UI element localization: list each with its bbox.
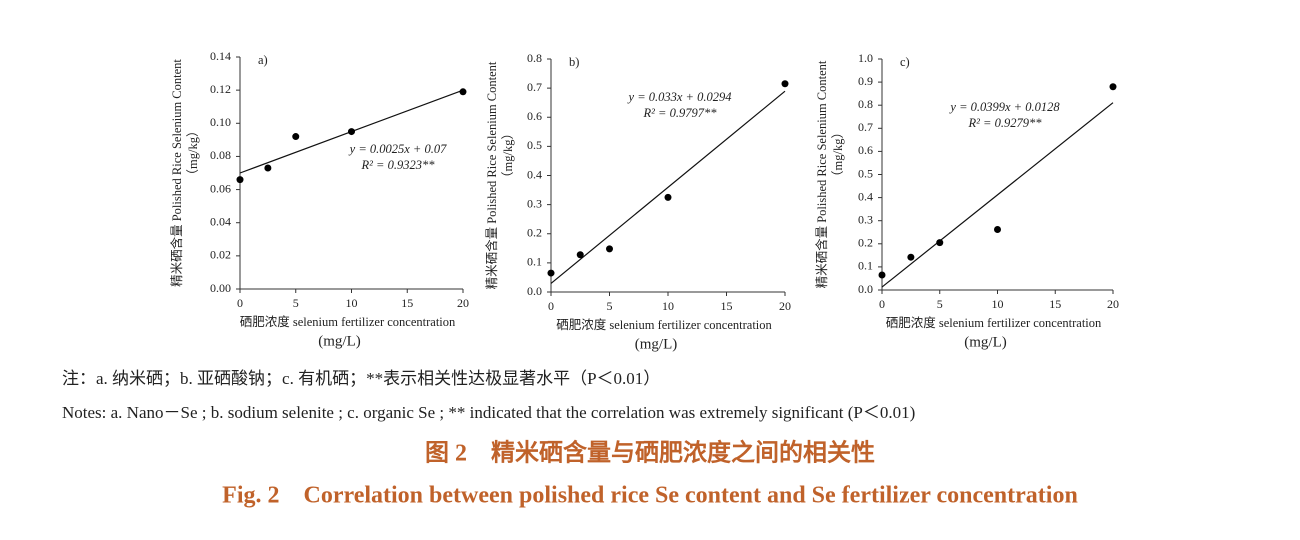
x-axis-unit: (mg/L) xyxy=(318,333,361,349)
y-tick-label: 0.0 xyxy=(527,284,542,298)
y-axis-label: 精米硒含量 Polished Rice Selenium Content xyxy=(484,61,499,289)
trendline xyxy=(550,90,786,284)
y-tick-label: 0.8 xyxy=(527,51,542,65)
equation: y = 0.0399x + 0.0128 xyxy=(948,100,1060,114)
y-tick-label: 0.02 xyxy=(210,248,231,262)
equation: R² = 0.9797** xyxy=(643,106,718,120)
x-tick-label: 20 xyxy=(1107,297,1119,311)
x-axis-label: 硒肥浓度 selenium fertilizer concentration xyxy=(240,314,456,329)
y-tick-label: 0.2 xyxy=(527,226,542,240)
y-axis-unit: （mg/kg） xyxy=(501,127,515,184)
point xyxy=(292,133,300,141)
y-tick-label: 0.1 xyxy=(527,255,542,269)
x-tick-label: 20 xyxy=(779,299,791,313)
point xyxy=(459,88,467,96)
y-tick-label: 0.1 xyxy=(858,259,873,273)
y-tick-label: 0.7 xyxy=(858,120,873,134)
x-tick-label: 10 xyxy=(992,297,1004,311)
point xyxy=(576,251,584,259)
y-tick-label: 1.0 xyxy=(858,51,873,65)
y-tick-label: 0.08 xyxy=(210,148,231,162)
y-tick-label: 0.00 xyxy=(210,281,231,295)
y-tick-label: 0.3 xyxy=(527,196,542,210)
y-axis-unit: （mg/kg） xyxy=(831,126,845,183)
x-tick-label: 0 xyxy=(879,297,885,311)
x-tick-label: 10 xyxy=(346,296,358,310)
y-tick-label: 0.12 xyxy=(210,82,231,96)
x-tick-label: 15 xyxy=(401,296,413,310)
panel-label: a) xyxy=(258,53,268,67)
x-tick-label: 0 xyxy=(237,296,243,310)
panel-label: b) xyxy=(569,55,579,69)
panel-label: c) xyxy=(900,55,910,69)
note-en: Notes: a. Nano－Se ; b. sodium selenite ;… xyxy=(62,403,915,422)
point xyxy=(878,271,886,279)
y-tick-label: 0.10 xyxy=(210,115,231,129)
x-tick-label: 15 xyxy=(721,299,733,313)
equation: R² = 0.9323** xyxy=(361,158,436,172)
y-tick-label: 0.6 xyxy=(858,143,873,157)
x-tick-label: 5 xyxy=(607,299,613,313)
equation: R² = 0.9279** xyxy=(968,116,1043,130)
point xyxy=(781,80,789,88)
x-axis-label: 硒肥浓度 selenium fertilizer concentration xyxy=(886,315,1102,330)
y-tick-label: 0.4 xyxy=(527,167,542,181)
point xyxy=(606,245,613,253)
y-tick-label: 0.6 xyxy=(527,109,542,123)
y-tick-label: 0.14 xyxy=(210,49,231,63)
point xyxy=(236,176,244,184)
x-tick-label: 0 xyxy=(548,299,554,313)
point xyxy=(348,128,355,136)
y-tick-label: 0.04 xyxy=(210,214,231,228)
point xyxy=(664,193,672,201)
point xyxy=(994,225,1001,233)
caption-en: Fig. 2 Correlation between polished rice… xyxy=(222,483,1078,509)
point xyxy=(1109,83,1117,91)
y-tick-label: 0.2 xyxy=(858,236,873,250)
equation: y = 0.0025x + 0.07 xyxy=(348,142,447,156)
point xyxy=(547,269,555,277)
y-tick-label: 0.3 xyxy=(858,212,873,226)
y-tick-label: 0.4 xyxy=(858,189,873,203)
y-axis-unit: （mg/kg） xyxy=(186,125,200,182)
x-axis-unit: (mg/L) xyxy=(635,336,678,352)
note-zh: 注：a. 纳米硒；b. 亚硒酸钠；c. 有机硒；**表示相关性达极显著水平（P＜… xyxy=(62,369,660,388)
caption-zh: 图 2 精米硒含量与硒肥浓度之间的相关性 xyxy=(425,439,875,467)
x-tick-label: 5 xyxy=(937,297,943,311)
y-tick-label: 0.9 xyxy=(858,74,873,88)
x-tick-label: 20 xyxy=(457,296,469,310)
y-tick-label: 0.5 xyxy=(858,166,873,180)
equation: y = 0.033x + 0.0294 xyxy=(627,90,732,104)
x-axis-unit: (mg/L) xyxy=(964,334,1007,350)
x-axis-label: 硒肥浓度 selenium fertilizer concentration xyxy=(556,317,772,332)
point xyxy=(264,164,272,172)
y-tick-label: 0.7 xyxy=(527,80,542,94)
point xyxy=(907,253,915,261)
y-tick-label: 0.5 xyxy=(527,138,542,152)
y-tick-label: 0.06 xyxy=(210,181,231,195)
x-tick-label: 15 xyxy=(1049,297,1061,311)
y-axis-label: 精米硒含量 Polished Rice Selenium Content xyxy=(814,60,829,288)
x-tick-label: 10 xyxy=(662,299,674,313)
y-tick-label: 0.8 xyxy=(858,97,873,111)
trendline xyxy=(881,102,1114,288)
y-tick-label: 0.0 xyxy=(858,282,873,296)
x-tick-label: 5 xyxy=(293,296,299,310)
y-axis-label: 精米硒含量 Polished Rice Selenium Content xyxy=(169,59,184,287)
point xyxy=(936,239,944,247)
